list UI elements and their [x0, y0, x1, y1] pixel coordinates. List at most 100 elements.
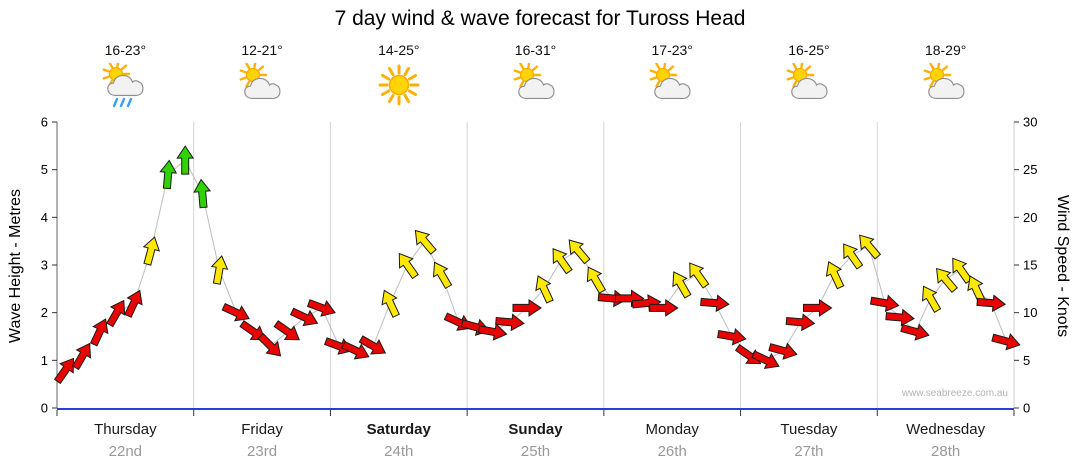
wind-arrow	[568, 239, 591, 265]
sun-ray	[923, 76, 931, 81]
sun-cloud-icon	[238, 60, 286, 109]
wind-arrow	[586, 266, 607, 294]
watermark: www.seabreeze.com.au	[901, 388, 1008, 399]
sun-ray	[387, 93, 395, 103]
sun-ray	[655, 80, 661, 88]
wind-arrow	[803, 298, 833, 317]
cloud-shape	[791, 77, 828, 99]
sun-cloud-icon	[785, 60, 833, 109]
day-temp-label: 16-31°	[514, 42, 557, 58]
day-temp-label: 18-29°	[924, 42, 967, 58]
right-tick-label: 5	[1023, 353, 1030, 368]
wind-arrow	[717, 327, 747, 346]
wind-arrow	[672, 271, 692, 299]
right-tick-label: 25	[1023, 162, 1037, 177]
wind-arrow	[71, 342, 92, 371]
wind-arrow	[785, 313, 816, 332]
sun-ray	[668, 65, 675, 72]
right-tick-label: 20	[1023, 210, 1037, 225]
sun-ray	[928, 80, 934, 88]
wind-arrow	[991, 333, 1021, 351]
sun-ray	[121, 64, 128, 71]
left-tick-label: 2	[41, 305, 48, 320]
day-name-label: Tuesday	[780, 421, 838, 438]
wind-arrow	[106, 299, 126, 328]
wind-arrow	[751, 350, 780, 370]
sun-ray	[387, 67, 395, 77]
wind-arrow	[649, 298, 679, 317]
wind-arrow	[936, 267, 958, 293]
left-tick-label: 6	[41, 115, 48, 130]
day-name-label: Monday	[645, 421, 699, 438]
day-temp-label: 12-21°	[241, 42, 283, 58]
sun-ray	[380, 74, 390, 81]
sun-ray	[239, 69, 247, 74]
right-axis-title: Wind Speed - Knots	[1054, 194, 1071, 338]
sun-icon	[375, 63, 423, 109]
sun-ray	[407, 89, 417, 96]
sun-shape	[388, 74, 410, 96]
sun-ray	[245, 80, 251, 88]
wind-arrow	[512, 298, 542, 317]
wind-arrow	[885, 308, 915, 327]
day-temp-label: 16-25°	[788, 42, 830, 58]
left-tick-label: 0	[41, 401, 48, 416]
sun-ray	[102, 75, 111, 80]
sun-ray	[792, 80, 798, 88]
wind-arrow	[843, 243, 864, 270]
sun-ray	[663, 60, 667, 69]
day-date-label: 26th	[657, 443, 687, 460]
cloud-shape	[517, 77, 555, 99]
wind-arrow	[859, 234, 882, 260]
wind-arrow	[176, 145, 195, 175]
sun-cloud-icon	[512, 60, 560, 109]
sun-ray	[655, 62, 661, 70]
wind-arrow	[414, 229, 437, 255]
sun-ray	[239, 76, 247, 81]
sun-ray	[923, 69, 931, 74]
sun-ray	[928, 62, 934, 70]
day-name-label: Friday	[241, 421, 283, 438]
left-tick-label: 5	[41, 162, 48, 177]
day-name-label: Thursday	[94, 421, 157, 438]
wind-arrow	[159, 159, 178, 190]
wind-arrow	[341, 341, 370, 360]
sun-ray	[108, 61, 114, 69]
sun-ray	[941, 65, 948, 72]
day-temp-label: 17-23°	[651, 42, 693, 58]
left-tick-label: 4	[41, 210, 48, 225]
sun-ray	[245, 62, 251, 70]
sun-ray	[800, 60, 804, 69]
day-temp-label: 14-25°	[378, 42, 420, 58]
wind-arrow	[221, 302, 250, 322]
wind-arrow	[689, 262, 710, 289]
sun-ray	[116, 60, 120, 68]
wind-arrow	[922, 285, 942, 313]
wind-arrow	[89, 318, 109, 347]
wind-arrow	[257, 332, 282, 357]
wind-arrow	[700, 294, 730, 313]
cloud-shape	[927, 77, 965, 99]
sun-ray	[649, 69, 657, 74]
left-axis-title: Wave Height - Metres	[7, 188, 24, 344]
sun-ray	[526, 60, 530, 69]
wind-arrow	[976, 294, 1007, 313]
right-tick-label: 30	[1023, 115, 1037, 130]
sun-ray	[531, 65, 538, 72]
sun-ray	[513, 69, 521, 74]
cloud-shape	[107, 74, 144, 96]
wind-arrow	[900, 323, 930, 341]
cloud-shape	[654, 77, 691, 99]
wind-arrow	[433, 261, 453, 290]
right-tick-label: 15	[1023, 258, 1037, 273]
right-tick-label: 0	[1023, 401, 1030, 416]
sun-cloud-icon	[922, 60, 970, 109]
cloud-shape	[244, 77, 281, 99]
day-name-label: Wednesday	[906, 421, 986, 438]
sun-cloud-icon	[648, 60, 696, 109]
day-date-label: 28th	[931, 443, 961, 460]
sun-ray	[380, 89, 390, 96]
sun-cloud-rain-icon	[101, 60, 149, 109]
